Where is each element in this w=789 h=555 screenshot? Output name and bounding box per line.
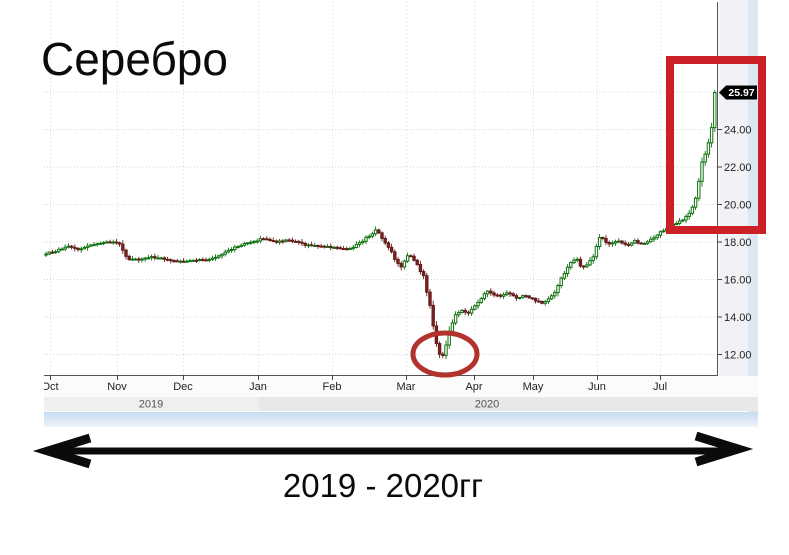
x-tick-label: Apr [465, 381, 482, 393]
last-price-label: 25.97 [719, 85, 757, 100]
chart-title: Серебро [41, 33, 228, 85]
year-band-label-2019: 2019 [139, 399, 163, 411]
x-tick-label: Mar [397, 381, 416, 393]
time-scale-strip[interactable] [44, 376, 758, 397]
y-tick-label: 24.00 [724, 125, 752, 137]
candlestick-series[interactable] [44, 90, 717, 360]
highlight-rectangle-annotation [666, 56, 766, 234]
axis-lines [44, 2, 718, 376]
y-axis-ticks: 24.00 22.00 20.00 18.00 16.00 14.00 12.00 [718, 125, 752, 362]
y-tick-label: 22.00 [724, 162, 752, 174]
year-band-2020 [258, 397, 758, 411]
x-tick-label: May [523, 381, 544, 393]
x-tick-label: Jun [588, 381, 606, 393]
x-tick-label: Jan [249, 381, 267, 393]
arrow-right-head [694, 431, 754, 467]
y-tick-label: 14.00 [724, 312, 752, 324]
x-tick-label: Nov [107, 381, 127, 393]
vertical-scrollbar[interactable] [748, 0, 758, 427]
arrow-left-head [32, 433, 92, 469]
y-tick-label: 18.00 [724, 237, 752, 249]
horizontal-scrollbar[interactable] [44, 412, 758, 427]
highlight-ellipse-annotation [410, 330, 480, 378]
last-price-label-bubble [719, 85, 757, 100]
x-tick-label: Feb [323, 381, 342, 393]
year-band-2019 [44, 397, 258, 411]
y-tick-label: 20.00 [724, 200, 752, 212]
x-axis-ticks: Oct Nov Dec Jan Feb Mar Apr May Jun Jul [41, 381, 667, 393]
date-range-caption: 2019 - 2020гг [282, 467, 484, 504]
last-price-value: 25.97 [728, 87, 754, 99]
x-tick-label: Jul [653, 381, 667, 393]
year-band-label-2020: 2020 [475, 399, 499, 411]
x-tick-label: Dec [173, 381, 193, 393]
date-range-double-arrow [32, 431, 754, 469]
x-axis-tick-marks [50, 375, 661, 380]
y-tick-label: 16.00 [724, 275, 752, 287]
y-tick-label: 12.00 [724, 350, 752, 362]
x-tick-label: Oct [41, 381, 58, 393]
